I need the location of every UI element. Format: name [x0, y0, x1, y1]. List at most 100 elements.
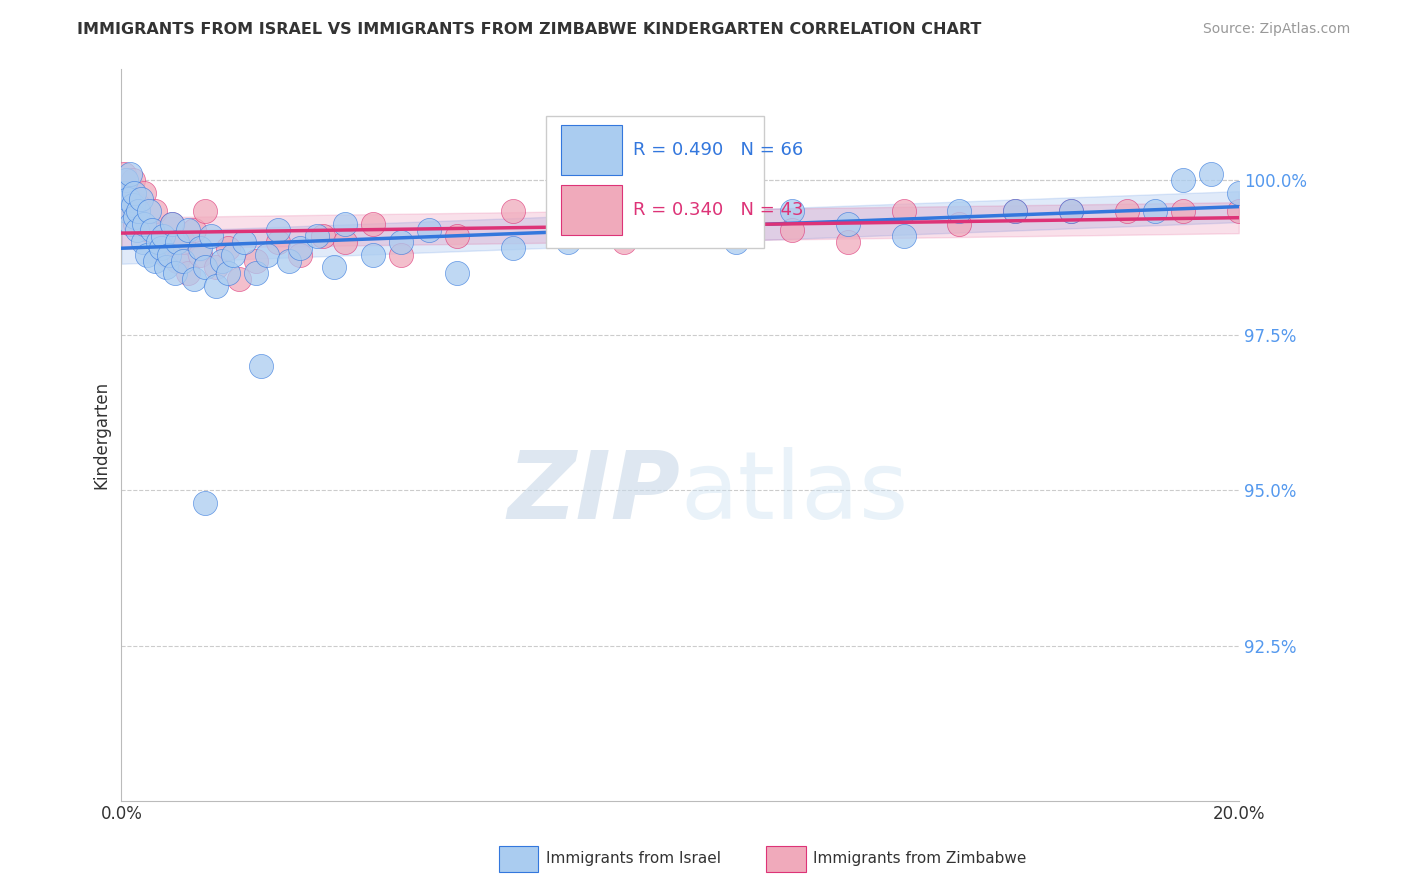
- Point: [389, 235, 412, 250]
- Point: [118, 167, 141, 181]
- Point: [143, 204, 166, 219]
- Point: [267, 235, 290, 250]
- Point: [129, 192, 152, 206]
- Point: [222, 247, 245, 261]
- Point: [177, 266, 200, 280]
- Point: [780, 204, 803, 219]
- Point: [502, 204, 524, 219]
- Point: [112, 167, 135, 181]
- Point: [211, 253, 233, 268]
- Point: [228, 272, 250, 286]
- Point: [1060, 204, 1083, 219]
- Point: [177, 223, 200, 237]
- Point: [233, 235, 256, 250]
- Point: [502, 242, 524, 256]
- Point: [837, 217, 859, 231]
- Text: R = 0.490   N = 66: R = 0.490 N = 66: [633, 141, 803, 159]
- Point: [125, 223, 148, 237]
- FancyBboxPatch shape: [561, 125, 621, 175]
- Point: [117, 192, 139, 206]
- Point: [157, 247, 180, 261]
- Point: [131, 235, 153, 250]
- Point: [837, 235, 859, 250]
- Point: [124, 211, 146, 225]
- Text: Immigrants from Zimbabwe: Immigrants from Zimbabwe: [813, 852, 1026, 866]
- Point: [1004, 204, 1026, 219]
- Point: [1004, 204, 1026, 219]
- Point: [361, 217, 384, 231]
- Point: [155, 247, 177, 261]
- Text: IMMIGRANTS FROM ISRAEL VS IMMIGRANTS FROM ZIMBABWE KINDERGARTEN CORRELATION CHAR: IMMIGRANTS FROM ISRAEL VS IMMIGRANTS FRO…: [77, 22, 981, 37]
- Point: [183, 272, 205, 286]
- Point: [256, 247, 278, 261]
- Point: [205, 278, 228, 293]
- Point: [112, 186, 135, 200]
- Point: [155, 260, 177, 274]
- Point: [217, 266, 239, 280]
- Point: [127, 204, 149, 219]
- FancyBboxPatch shape: [546, 116, 763, 248]
- Point: [121, 217, 143, 231]
- Point: [166, 253, 188, 268]
- Point: [1171, 173, 1194, 187]
- Point: [141, 223, 163, 237]
- Point: [1199, 167, 1222, 181]
- Point: [669, 223, 692, 237]
- Point: [1116, 204, 1139, 219]
- Point: [115, 173, 138, 187]
- Point: [149, 235, 172, 250]
- Point: [188, 242, 211, 256]
- Text: Source: ZipAtlas.com: Source: ZipAtlas.com: [1202, 22, 1350, 37]
- Point: [557, 235, 579, 250]
- Point: [200, 229, 222, 244]
- Point: [127, 198, 149, 212]
- Point: [217, 242, 239, 256]
- Point: [163, 266, 186, 280]
- Point: [893, 229, 915, 244]
- Point: [138, 223, 160, 237]
- Point: [290, 242, 312, 256]
- Point: [1171, 204, 1194, 219]
- Point: [669, 217, 692, 231]
- Y-axis label: Kindergarten: Kindergarten: [93, 381, 110, 489]
- Point: [613, 204, 636, 219]
- Point: [172, 253, 194, 268]
- Point: [172, 235, 194, 250]
- Point: [143, 253, 166, 268]
- Point: [446, 266, 468, 280]
- Point: [115, 186, 138, 200]
- Text: Immigrants from Israel: Immigrants from Israel: [546, 852, 720, 866]
- Point: [138, 204, 160, 219]
- Point: [160, 217, 183, 231]
- Point: [194, 496, 217, 510]
- Point: [446, 229, 468, 244]
- Point: [290, 247, 312, 261]
- Point: [194, 260, 217, 274]
- Point: [132, 217, 155, 231]
- Point: [418, 223, 440, 237]
- FancyBboxPatch shape: [561, 185, 621, 235]
- Point: [333, 217, 356, 231]
- Point: [613, 235, 636, 250]
- Point: [245, 266, 267, 280]
- Point: [122, 186, 145, 200]
- Point: [1060, 204, 1083, 219]
- Point: [121, 198, 143, 212]
- Point: [305, 229, 328, 244]
- Point: [724, 235, 747, 250]
- Point: [361, 247, 384, 261]
- Point: [166, 235, 188, 250]
- Point: [311, 229, 333, 244]
- Point: [121, 173, 143, 187]
- Point: [333, 235, 356, 250]
- Point: [160, 217, 183, 231]
- Point: [194, 204, 217, 219]
- Point: [557, 223, 579, 237]
- Point: [132, 186, 155, 200]
- Point: [389, 247, 412, 261]
- Point: [322, 260, 344, 274]
- Point: [780, 223, 803, 237]
- Point: [948, 217, 970, 231]
- Text: ZIP: ZIP: [508, 447, 681, 539]
- Text: R = 0.340   N = 43: R = 0.340 N = 43: [633, 201, 804, 219]
